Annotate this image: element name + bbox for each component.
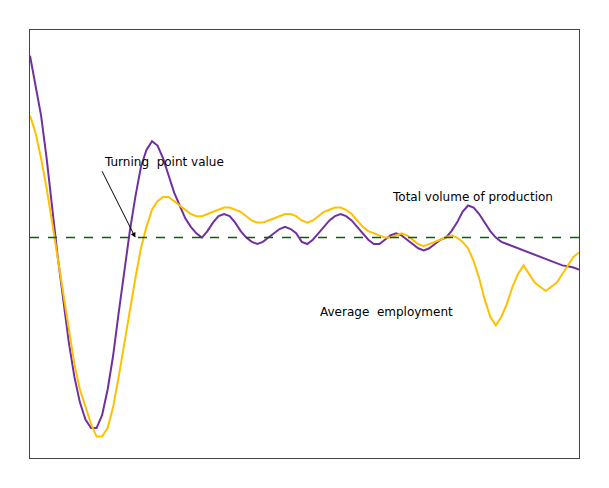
svg-text:Average employment: Average employment — [320, 305, 453, 319]
svg-text:Total volume of production: Total volume of production — [392, 190, 553, 204]
svg-text:Turning point value: Turning point value — [104, 155, 224, 169]
